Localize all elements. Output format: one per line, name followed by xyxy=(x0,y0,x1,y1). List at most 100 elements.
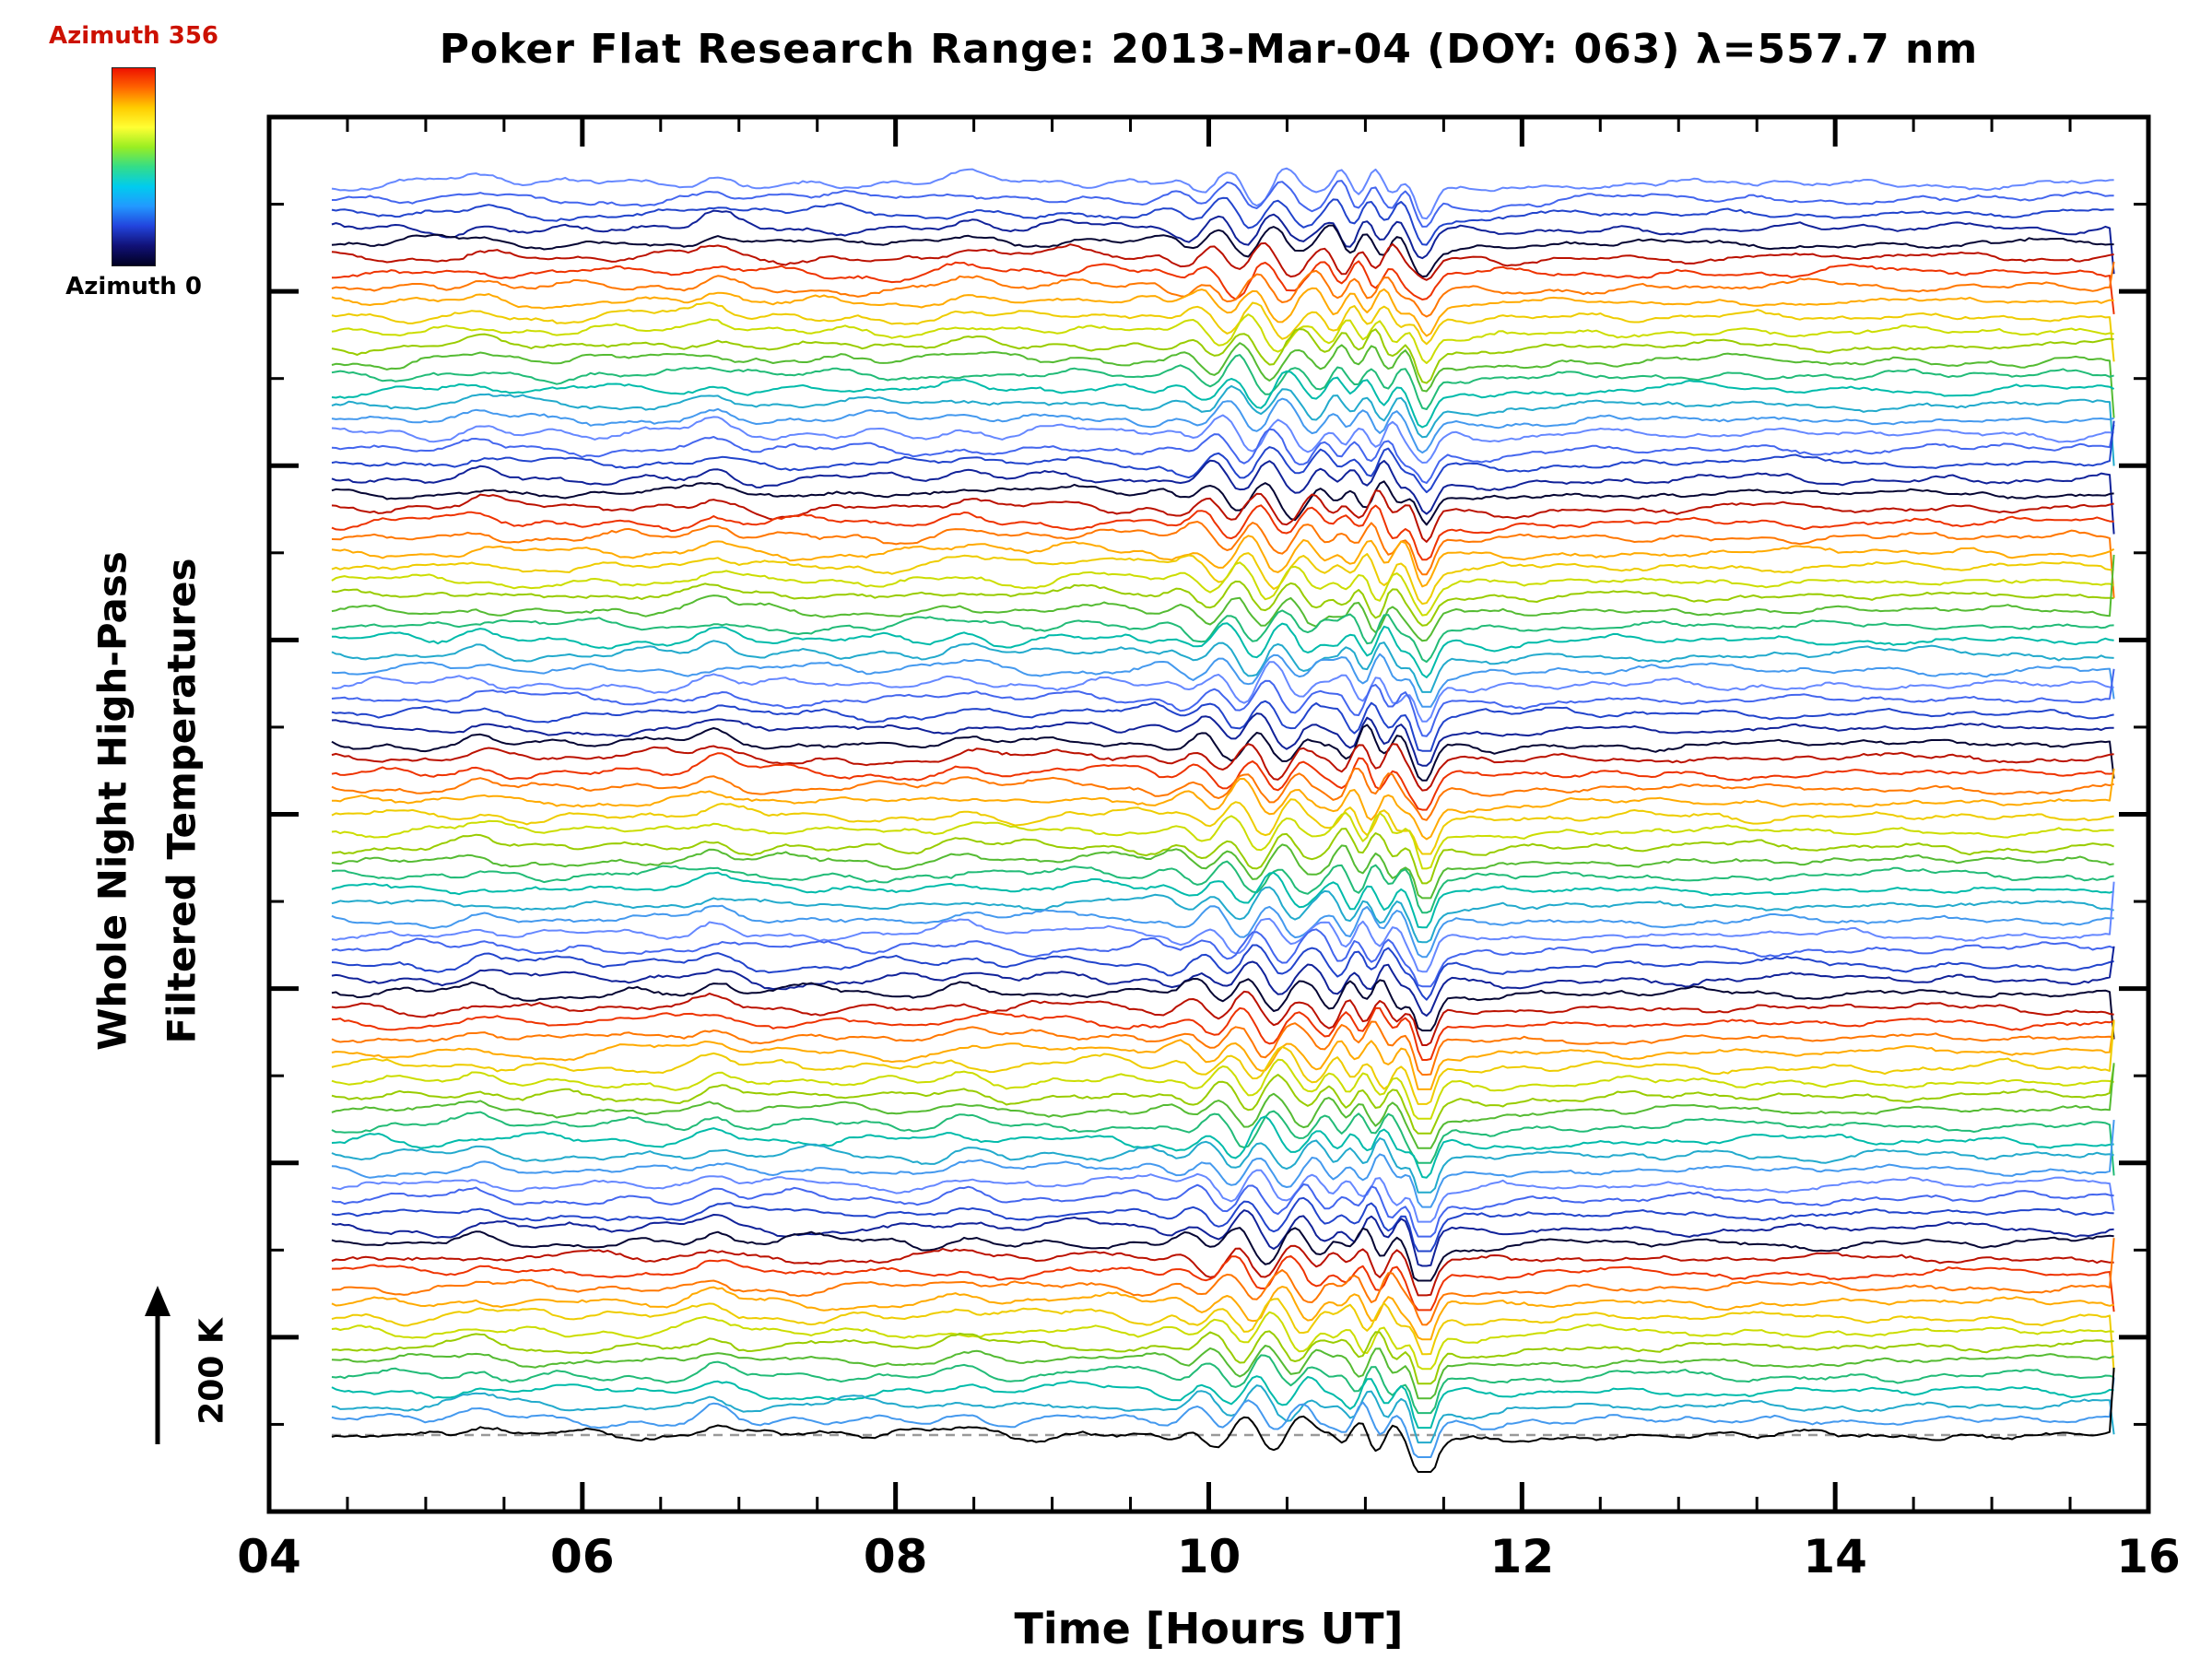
azimuth-trace xyxy=(331,1063,2115,1149)
azimuth-trace xyxy=(331,1377,2115,1458)
trace-group xyxy=(331,167,2115,1473)
azimuth-trace xyxy=(331,1115,2114,1179)
azimuth-trace xyxy=(331,561,2114,617)
azimuth-trace xyxy=(331,946,2115,1018)
azimuth-trace xyxy=(331,1286,2114,1341)
azimuth-trace xyxy=(331,287,2114,337)
x-tick-label: 04 xyxy=(237,1530,301,1583)
azimuth-trace xyxy=(331,301,2115,362)
azimuth-trace xyxy=(331,1183,2114,1238)
azimuth-trace xyxy=(331,1367,2115,1473)
chart-title: Poker Flat Research Range: 2013-Mar-04 (… xyxy=(439,26,1979,73)
azimuth-trace xyxy=(331,397,2114,454)
azimuth-trace xyxy=(331,1019,2115,1090)
x-tick-label: 14 xyxy=(1803,1530,1867,1583)
azimuth-trace xyxy=(331,1110,2115,1176)
azimuth-trace xyxy=(331,1345,2114,1400)
azimuth-trace xyxy=(331,1311,2114,1371)
azimuth-trace xyxy=(331,1238,2115,1326)
azimuth-trace xyxy=(331,609,2114,664)
azimuth-trace xyxy=(331,668,2115,737)
azimuth-trace xyxy=(331,167,2114,220)
x-tick-label: 16 xyxy=(2116,1530,2181,1583)
azimuth-trace xyxy=(331,1021,2115,1105)
azimuth-trace xyxy=(331,812,2114,870)
azimuth-trace xyxy=(331,724,2115,782)
azimuth-trace xyxy=(331,768,2115,841)
azimuth-trace xyxy=(331,1020,2114,1076)
azimuth-trace xyxy=(331,1254,2115,1312)
azimuth-trace xyxy=(331,489,2114,543)
azimuth-trace xyxy=(332,1006,2114,1061)
azimuth-trace xyxy=(331,580,2114,627)
azimuth-trace xyxy=(331,798,2114,855)
colorbar xyxy=(112,67,156,266)
azimuth-trace xyxy=(331,224,2114,277)
azimuth-trace xyxy=(331,1354,2114,1415)
azimuth-trace xyxy=(331,209,2115,275)
azimuth-trace xyxy=(331,342,2115,418)
azimuth-trace xyxy=(331,414,2114,464)
azimuth-trace xyxy=(331,712,2114,767)
x-tick-label: 10 xyxy=(1176,1530,1241,1583)
azimuth-trace xyxy=(331,1330,2114,1385)
azimuth-trace xyxy=(331,1298,2115,1372)
azimuth-trace xyxy=(331,700,2114,752)
azimuth-trace xyxy=(331,424,2115,484)
azimuth-trace xyxy=(331,1137,2114,1194)
azimuth-trace xyxy=(331,1209,2114,1267)
azimuth-trace xyxy=(331,1375,2114,1430)
azimuth-trace xyxy=(331,1120,2115,1208)
azimuth-trace xyxy=(331,480,2114,526)
arrow-head-icon xyxy=(145,1286,171,1316)
azimuth-trace xyxy=(331,196,2114,246)
azimuth-trace xyxy=(331,653,2115,708)
azimuth-trace xyxy=(331,944,2114,1001)
scale-arrow xyxy=(145,1286,171,1444)
x-tick-label: 08 xyxy=(863,1530,928,1583)
x-tick-label: 12 xyxy=(1489,1530,1555,1583)
azimuth-trace xyxy=(331,1169,2115,1223)
azimuth-trace xyxy=(331,370,2115,429)
colorbar-bottom-label: Azimuth 0 xyxy=(65,273,202,300)
azimuth-trace xyxy=(331,420,2115,494)
azimuth-trace xyxy=(331,928,2114,988)
azimuth-trace xyxy=(331,554,2115,642)
azimuth-trace xyxy=(332,622,2114,678)
azimuth-trace xyxy=(331,504,2114,561)
x-tick-label: 06 xyxy=(550,1530,615,1583)
azimuth-trace xyxy=(331,313,2114,364)
x-axis-label: Time [Hours UT] xyxy=(1014,1604,1404,1653)
azimuth-trace xyxy=(331,871,2114,929)
azimuth-trace xyxy=(331,1384,2115,1444)
azimuth-trace xyxy=(331,743,2114,792)
azimuth-trace xyxy=(331,767,2114,821)
azimuth-trace xyxy=(331,661,2114,723)
azimuth-trace xyxy=(331,535,2115,588)
azimuth-trace xyxy=(331,978,2115,1040)
azimuth-trace xyxy=(331,328,2114,384)
azimuth-trace xyxy=(331,1196,2114,1253)
azimuth-trace xyxy=(331,886,2114,944)
azimuth-trace xyxy=(331,904,2114,959)
azimuth-trace xyxy=(331,881,2115,973)
azimuth-trace xyxy=(331,860,2114,914)
azimuth-trace xyxy=(331,260,2115,315)
azimuth-trace xyxy=(331,384,2115,466)
azimuth-trace xyxy=(331,521,2115,598)
azimuth-trace xyxy=(332,180,2114,228)
azimuth-trace xyxy=(331,261,2115,318)
azimuth-trace xyxy=(331,828,2114,885)
axes-group xyxy=(266,114,2151,1514)
azimuth-trace xyxy=(331,640,2114,693)
azimuth-trace xyxy=(331,459,2115,535)
azimuth-trace xyxy=(331,752,2114,811)
azimuth-trace xyxy=(331,241,2114,281)
azimuth-trace xyxy=(331,843,2114,900)
azimuth-trace xyxy=(331,990,2114,1046)
azimuth-trace xyxy=(331,1064,2115,1135)
colorbar-top-label: Azimuth 356 xyxy=(48,22,219,50)
azimuth-trace xyxy=(331,354,2114,410)
